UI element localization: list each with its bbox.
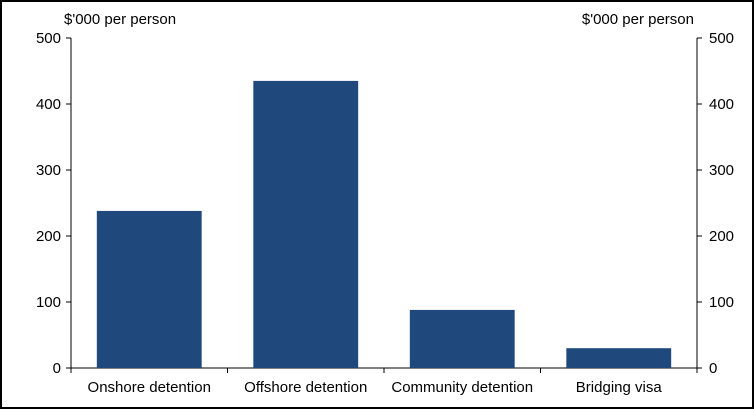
left-axis-ticks: 0 100 200 300 400 500	[36, 30, 71, 377]
right-axis-unit-label: $'000 per person	[582, 11, 694, 28]
left-tick-label: 0	[53, 360, 61, 377]
right-tick-label: 400	[709, 96, 734, 113]
left-axis-unit-label: $'000 per person	[64, 11, 176, 28]
category-ticks	[70, 368, 698, 373]
category-label: Offshore detention	[244, 379, 367, 396]
category-label: Onshore detention	[88, 379, 211, 396]
right-tick-label: 0	[709, 360, 717, 377]
bar	[566, 348, 672, 368]
category-labels: Onshore detention Offshore detention Commu…	[88, 379, 663, 396]
left-tick-label: 300	[36, 162, 61, 179]
left-tick-label: 400	[36, 96, 61, 113]
left-tick-label: 200	[36, 228, 61, 245]
category-label: Bridging visa	[576, 379, 663, 396]
bar	[253, 80, 359, 369]
right-tick-label: 300	[709, 162, 734, 179]
bar	[409, 309, 515, 368]
left-tick-label: 100	[36, 294, 61, 311]
right-tick-label: 500	[709, 30, 734, 47]
category-label: Community detention	[391, 379, 533, 396]
right-tick-label: 100	[709, 294, 734, 311]
bars-group	[96, 80, 672, 369]
right-axis-ticks: 0 100 200 300 400 500	[697, 30, 734, 377]
right-tick-label: 200	[709, 228, 734, 245]
bar	[96, 210, 202, 368]
left-tick-label: 500	[36, 30, 61, 47]
